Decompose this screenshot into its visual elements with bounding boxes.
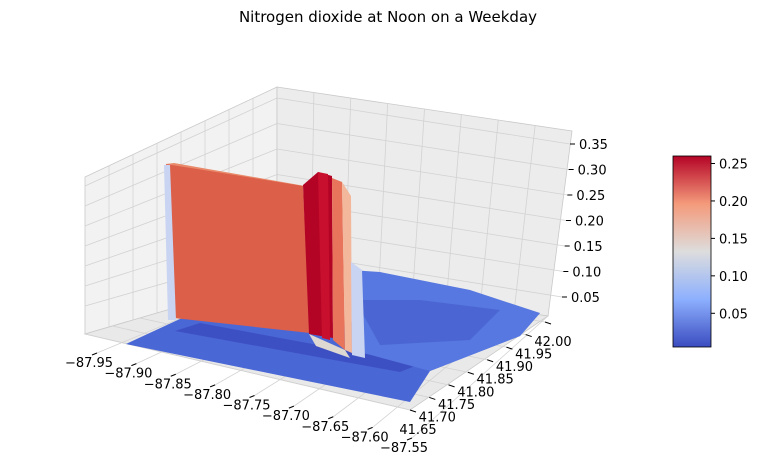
y-tick-label: 41.70 [419, 410, 456, 425]
x-tick-label: −87.85 [144, 377, 192, 392]
x-tick-mark [367, 426, 373, 430]
colorbar-tick-label: 0.15 [719, 232, 748, 247]
side-gridline [412, 108, 425, 298]
side-gridline [513, 125, 536, 312]
y-tick-label: 41.65 [399, 423, 436, 438]
x-axis-ticks: −87.95−87.90−87.85−87.80−87.75−87.70−87.… [65, 352, 428, 456]
surface-plateau [166, 164, 310, 333]
z-tick-label: 0.15 [574, 240, 603, 255]
colorbar-tick-label: 0.10 [719, 270, 748, 285]
y-tick-mark [544, 321, 552, 325]
x-gridline [411, 315, 549, 439]
y-tick-label: 41.95 [515, 348, 552, 363]
colorbar-tick-label: 0.25 [719, 157, 748, 172]
side-gridline [378, 103, 389, 293]
side-gridline [479, 119, 499, 307]
y-tick-mark [486, 359, 494, 363]
surface-base-dark-band [175, 323, 420, 372]
y-tick-label: 42.00 [534, 335, 571, 350]
z-tick-label: 0.30 [578, 164, 607, 179]
y-tick-mark [409, 409, 417, 413]
x-tick-label: −87.60 [341, 430, 389, 445]
z-tick-label: 0.35 [579, 138, 608, 153]
x-tick-mark [131, 363, 137, 367]
x-tick-mark [249, 395, 255, 398]
z-axis-ticks: 0.05 0.10 0.15 0.20 0.25 0.30 0.35 [562, 138, 608, 306]
colorbar-tick-label: 0.05 [719, 307, 748, 322]
y-tick-mark [525, 334, 532, 338]
y-tick-mark [429, 396, 436, 400]
surface-shoulder-edge [342, 182, 352, 353]
y-tick-label: 41.85 [477, 373, 514, 388]
x-tick-mark [406, 437, 413, 441]
surface-plateau-left-lip [164, 165, 176, 320]
y-tick-label: 41.80 [457, 385, 494, 400]
colorbar-ticks: 0.05 0.10 0.15 0.20 0.25 [711, 157, 748, 322]
z-tick-label: 0.10 [572, 266, 601, 281]
surface-trough [309, 334, 350, 358]
x-tick-mark [288, 405, 295, 409]
colorbar-gradient [672, 155, 712, 348]
surface-slope [351, 262, 365, 358]
surface-shoulder [332, 178, 345, 350]
colorbar-tick-label: 0.20 [719, 195, 748, 210]
x-tick-label: −87.70 [262, 409, 310, 424]
x-tick-label: −87.90 [104, 367, 152, 382]
surface-plot [126, 163, 540, 402]
surface-base-east-shade [355, 300, 500, 345]
y-tick-mark [448, 384, 455, 388]
y-tick-mark [506, 346, 513, 350]
x-tick-mark [170, 373, 176, 377]
z-gridline [276, 148, 568, 196]
z-tick-label: 0.20 [575, 215, 604, 230]
y-tick-label: 41.90 [496, 360, 533, 375]
chart-title: Nitrogen dioxide at Noon on a Weekday [239, 8, 537, 26]
x-tick-mark [91, 352, 98, 356]
z-tick-label: 0.05 [571, 291, 600, 306]
x-tick-label: −87.65 [301, 420, 349, 435]
side-gridline [445, 114, 462, 302]
x-tick-mark [209, 384, 216, 388]
colorbar: 0.05 0.10 0.15 0.20 0.25 [672, 155, 748, 348]
x-tick-mark [328, 416, 334, 420]
x-tick-label: −87.95 [65, 356, 113, 371]
x-tick-label: −87.55 [380, 441, 428, 456]
surface-ridge-highlight [318, 172, 330, 340]
z-tick-label: 0.25 [576, 189, 605, 204]
z-gridline [276, 123, 569, 170]
x-tick-label: −87.75 [222, 399, 270, 414]
x-tick-label: −87.80 [183, 388, 231, 403]
y-tick-mark [467, 371, 475, 375]
y-tick-label: 41.75 [438, 398, 475, 413]
